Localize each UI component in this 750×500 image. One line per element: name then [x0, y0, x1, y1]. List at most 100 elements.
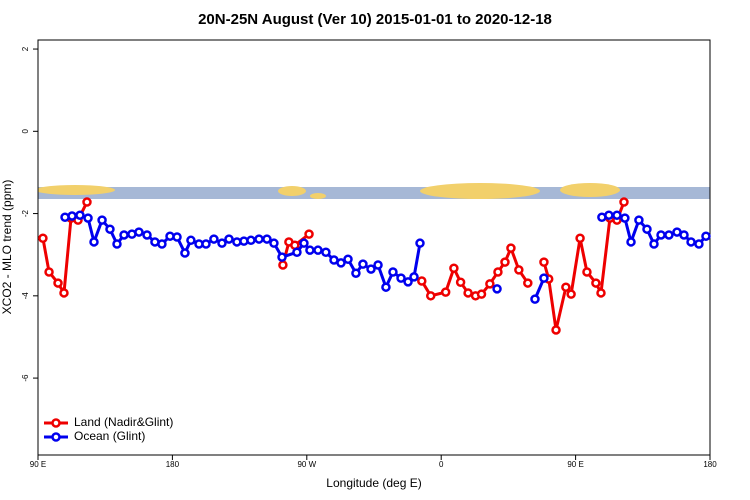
x-tick-label: 90 E [30, 460, 46, 469]
point [134, 227, 144, 237]
point [403, 277, 413, 287]
point [209, 234, 219, 244]
point [561, 282, 571, 292]
point [299, 238, 309, 248]
point [83, 213, 93, 223]
point [186, 235, 196, 246]
point [97, 215, 107, 225]
point [686, 237, 696, 247]
point [343, 254, 353, 264]
point [269, 238, 279, 248]
point [506, 243, 516, 253]
point [619, 197, 629, 207]
x-axis-label: Longitude (deg E) [326, 476, 421, 490]
point [262, 234, 272, 244]
plot-frame [37, 39, 711, 456]
point [612, 210, 622, 220]
point [493, 267, 503, 277]
point [351, 268, 361, 278]
point [105, 224, 115, 234]
point [304, 229, 314, 239]
point [82, 197, 92, 207]
point [551, 325, 561, 335]
point [642, 224, 652, 234]
point [358, 259, 368, 269]
legend-marker [51, 432, 61, 442]
point [523, 278, 533, 288]
point [217, 238, 227, 248]
point [44, 267, 54, 277]
point [313, 245, 323, 255]
point [224, 234, 234, 244]
point [620, 213, 630, 223]
y-tick-label: 0 [21, 129, 30, 134]
legend-marker [51, 418, 61, 428]
x-tick-label: 90 W [297, 460, 316, 469]
x-tick-label: 180 [703, 460, 717, 469]
point [591, 278, 601, 288]
point [112, 239, 122, 249]
chart-title: 20N-25N August (Ver 10) 2015-01-01 to 20… [198, 11, 552, 28]
point [396, 273, 406, 283]
point [440, 287, 451, 297]
point [388, 267, 398, 277]
point [634, 215, 644, 225]
point [626, 237, 636, 247]
point [277, 252, 287, 262]
point [38, 233, 48, 243]
y-axis-label: XCO2 - MLO trend (ppm) [0, 180, 14, 315]
point [664, 230, 674, 240]
legend-label: Land (Nadir&Glint) [74, 415, 173, 429]
y-tick-label: -4 [21, 292, 30, 300]
point [119, 230, 129, 240]
point [476, 289, 487, 299]
point [305, 245, 315, 255]
point [530, 294, 540, 304]
legend-label: Ocean (Glint) [74, 429, 145, 443]
point [417, 276, 427, 286]
point [336, 258, 346, 268]
point [656, 230, 666, 240]
point [415, 238, 425, 248]
point [596, 288, 606, 298]
point [539, 257, 549, 267]
y-tick-label: 2 [21, 46, 30, 51]
point [492, 284, 502, 294]
y-tick-label: -6 [21, 374, 30, 382]
point [701, 231, 711, 241]
point [89, 237, 99, 247]
point [500, 257, 510, 267]
point [59, 288, 69, 298]
point [142, 230, 152, 240]
point [67, 211, 77, 221]
y-tick-label: -2 [21, 209, 30, 217]
point [53, 278, 63, 288]
point [201, 239, 211, 249]
x-tick-label: 90 E [567, 460, 583, 469]
point [373, 260, 383, 270]
point [381, 282, 391, 292]
point [246, 235, 256, 246]
point [366, 264, 376, 274]
point [157, 239, 167, 249]
point [582, 267, 592, 277]
point [575, 233, 585, 243]
series-line [41, 201, 626, 332]
point [321, 247, 331, 257]
point [455, 277, 466, 288]
point [292, 247, 302, 257]
point [514, 265, 524, 275]
point [409, 272, 419, 282]
map-strip [38, 183, 710, 199]
point [679, 230, 689, 240]
point [485, 279, 495, 289]
point [604, 210, 614, 220]
point [172, 232, 182, 242]
point [425, 291, 436, 301]
point [694, 239, 704, 249]
point [566, 289, 576, 299]
x-tick-label: 180 [166, 460, 180, 469]
point [539, 273, 549, 283]
point [649, 239, 659, 249]
